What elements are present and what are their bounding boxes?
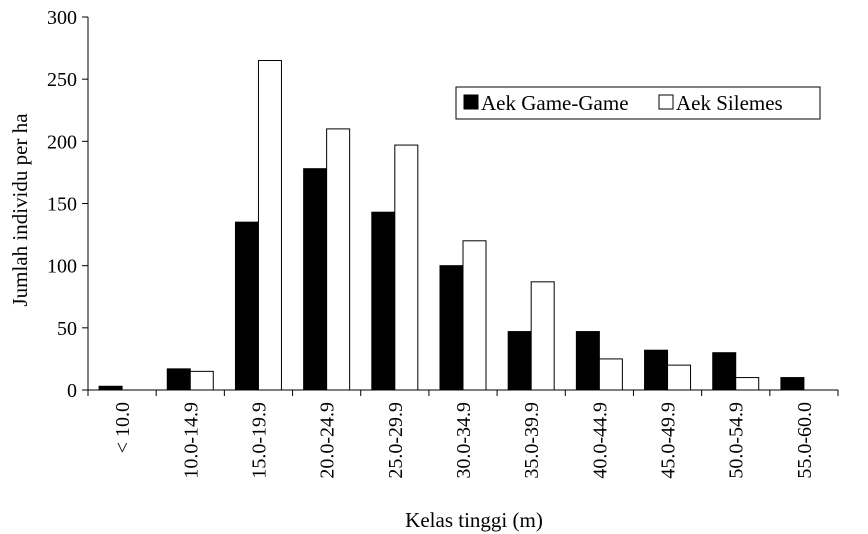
y-tick-label: 300 [47,7,77,29]
y-axis: 0 50 100 150 200 250 300 [47,7,89,402]
bar-aek-game-game-10 [780,377,805,391]
x-tick-label: < 10.0 [112,402,134,453]
bar-aek-silemes-4 [394,144,419,391]
legend-label-aek-game-game: Aek Game-Game [481,91,629,115]
bar-aek-silemes-1 [189,370,214,391]
bar-aek-game-game-3 [303,168,328,391]
bar-aek-game-game-7 [575,331,600,391]
bar-aek-game-game-4 [371,211,396,391]
bar-aek-game-game-2 [234,221,259,391]
x-tick-label: 25.0-29.9 [385,402,407,479]
bar-aek-silemes-6 [530,281,555,391]
bar-aek-game-game-9 [712,352,737,391]
y-tick-label: 50 [57,318,77,340]
legend-box [455,86,821,120]
bar-aek-game-game-8 [644,349,669,391]
bar-aek-silemes-5 [462,240,487,391]
y-tick-label: 150 [47,194,77,216]
legend: Aek Game-Game Aek Silemes [455,86,821,120]
x-tick-label: 30.0-34.9 [453,402,475,479]
x-tick-label: 50.0-54.9 [726,402,748,479]
legend-label-aek-silemes: Aek Silemes [676,91,783,115]
bar-aek-game-game-1 [166,368,191,391]
x-tick-label: 40.0-44.9 [589,402,611,479]
bar-aek-silemes-3 [326,128,351,391]
bar-aek-silemes-2 [257,60,282,391]
x-axis-title: Kelas tinggi (m) [405,508,543,532]
y-tick-label: 200 [47,131,77,153]
bar-aek-game-game-6 [507,331,532,391]
bars [98,60,805,391]
bar-aek-game-game-5 [439,265,464,391]
x-axis: < 10.0 10.0-14.9 15.0-19.9 20.0-24.9 25.0-29… [87,389,839,479]
bar-aek-silemes-8 [667,364,692,391]
legend-swatch-aek-game-game [463,94,479,110]
x-tick-label: 15.0-19.9 [248,402,270,479]
legend-swatch-aek-silemes [658,94,674,110]
y-tick-label: 250 [47,69,77,91]
x-tick-label: 35.0-39.9 [521,402,543,479]
x-tick-label: 10.0-14.9 [180,402,202,479]
y-tick-label: 100 [47,256,77,278]
y-tick-label: 0 [67,380,77,402]
x-tick-label: 55.0-60.0 [794,402,816,479]
x-tick-label: 45.0-49.9 [658,402,680,479]
bar-aek-game-game-0 [98,385,123,391]
y-axis-title: Jumlah individu per ha [8,113,32,307]
x-tick-label: 20.0-24.9 [317,402,339,479]
bar-aek-silemes-9 [735,377,760,391]
bar-aek-silemes-7 [598,358,623,391]
